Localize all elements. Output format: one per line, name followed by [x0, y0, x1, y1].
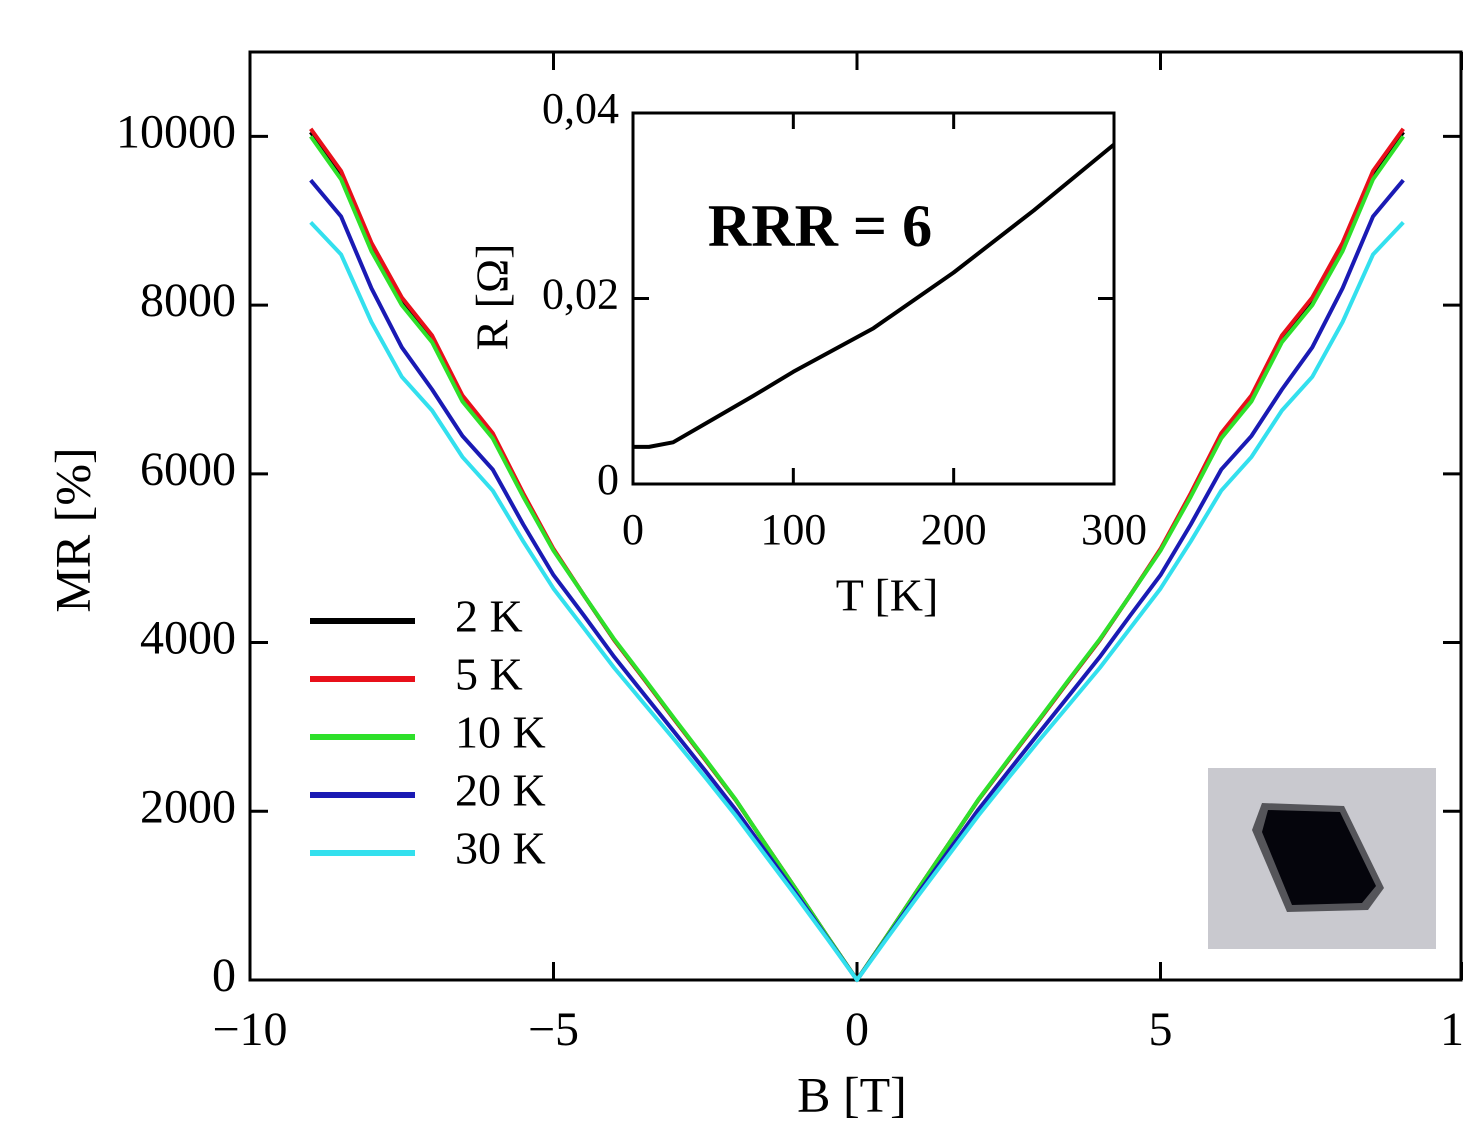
y-tick-label: 8000: [140, 274, 236, 327]
x-tick-label: −5: [528, 1003, 579, 1056]
x-tick-label: 0: [622, 505, 644, 554]
inset-background: [633, 113, 1114, 484]
data-line: [633, 142, 1116, 449]
y-tick-label: 0: [212, 949, 236, 1002]
x-tick-label: 0: [845, 1003, 869, 1056]
legend-label: 20 K: [455, 765, 546, 816]
legend-label: 30 K: [455, 823, 546, 874]
y-tick-label: 0,02: [542, 270, 619, 319]
data-line: [309, 221, 1405, 982]
legend-label: 5 K: [455, 649, 523, 700]
x-tick-label: 10: [1440, 1003, 1463, 1056]
x-axis-label: B [T]: [797, 1066, 907, 1122]
photo: [1208, 768, 1436, 949]
y-tick-label: 6000: [140, 443, 236, 496]
y-tick-label: 0,04: [542, 84, 619, 133]
y-axis-label: MR [%]: [44, 447, 100, 612]
y-tick-label: 10000: [116, 105, 236, 158]
y-axis-label: R [Ω]: [467, 243, 518, 350]
annotation: RRR = 6: [708, 193, 932, 259]
legend-label: 2 K: [455, 591, 523, 642]
legend-label: 10 K: [455, 707, 546, 758]
x-tick-label: −10: [212, 1003, 287, 1056]
y-tick-label: 4000: [140, 612, 236, 665]
x-axis-label: T [K]: [836, 570, 939, 621]
x-tick-label: 300: [1081, 505, 1147, 554]
y-tick-label: 2000: [140, 780, 236, 833]
x-tick-label: 200: [921, 505, 987, 554]
x-tick-label: 5: [1149, 1003, 1173, 1056]
y-tick-label: 0: [597, 455, 619, 504]
x-tick-label: 100: [760, 505, 826, 554]
